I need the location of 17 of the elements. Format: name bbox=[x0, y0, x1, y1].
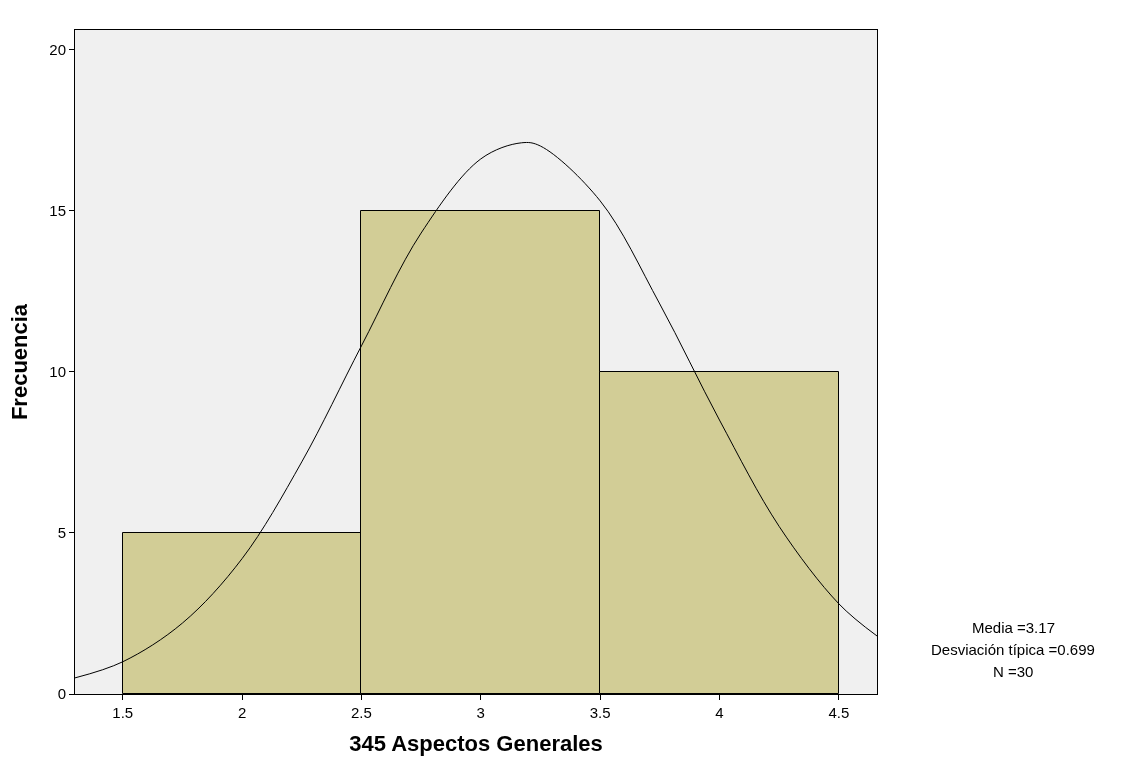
x-tick-label: 2 bbox=[237, 704, 247, 721]
x-tick-label: 3.5 bbox=[589, 704, 611, 721]
text: Media =3.17 bbox=[972, 619, 1055, 636]
x-tick-label: 4 bbox=[715, 704, 724, 721]
y-tick-label: 10 bbox=[49, 362, 66, 380]
x-axis-title: 345 Aspectos Generales bbox=[349, 730, 603, 756]
y-tick-label: 5 bbox=[57, 524, 66, 542]
x-tick-label: 1.5 bbox=[112, 704, 134, 721]
y-tick-label: 20 bbox=[49, 40, 66, 58]
y-tick-label: 15 bbox=[49, 201, 66, 219]
x-tick-label: 3 bbox=[476, 704, 485, 721]
text: Desviación típica =0.699 bbox=[931, 641, 1095, 658]
x-tick-label: 2.5 bbox=[351, 704, 372, 721]
y-axis-title: Frecuencia bbox=[7, 303, 33, 421]
y-tick-label: 0 bbox=[57, 685, 66, 703]
text: N =30 bbox=[993, 663, 1034, 680]
x-tick-label: 4.5 bbox=[828, 704, 850, 721]
